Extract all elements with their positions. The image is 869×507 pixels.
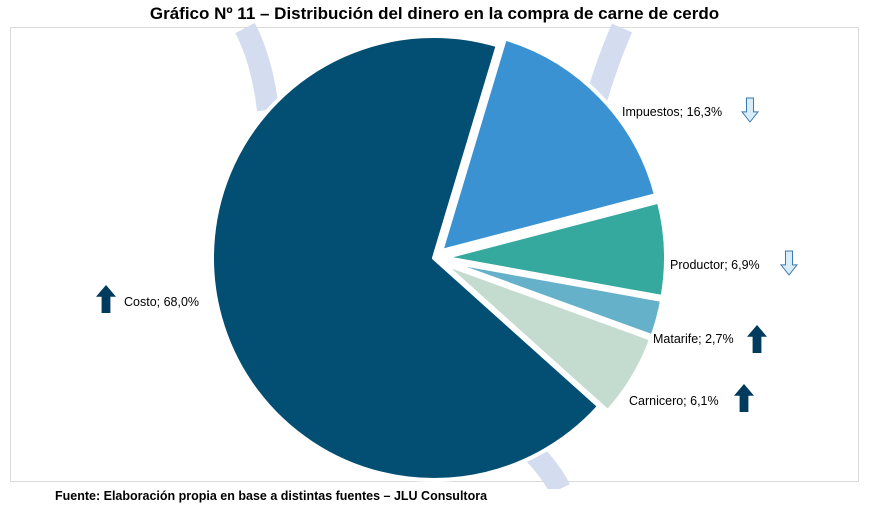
trend-down-arrow-icon [740,97,760,123]
trend-up-arrow-icon [96,285,116,313]
background-arc [585,23,633,104]
pie-labels: Impuestos; 16,3% Productor; 6,9% Matarife;… [124,105,760,408]
pie-label-costo: Costo; 68,0% [124,295,199,309]
chart-source: Fuente: Elaboración propia en base a dis… [55,489,488,503]
trend-up-arrow-icon [734,384,754,412]
pie-label-carnicero: Carnicero; 6,1% [629,394,719,408]
pie-slice-costo [210,34,602,482]
trend-down-arrow-icon [779,250,799,276]
chart-title: Gráfico Nº 11 – Distribución del dinero … [149,4,720,23]
pie-slice-carnicero [440,261,654,414]
pie-chart: Impuestos; 16,3% Productor; 6,9% Matarife;… [96,22,799,489]
background-arc [235,22,279,112]
pie-slice-productor [441,199,668,300]
pie-slice-impuestos [439,36,659,254]
pie-slices [210,34,668,482]
trend-arrows [96,97,799,412]
pie-label-matarife: Matarife; 2,7% [653,332,734,346]
trend-up-arrow-icon [747,325,767,353]
pie-label-productor: Productor; 6,9% [670,258,760,272]
pie-slice-matarife [441,258,665,339]
pie-label-impuestos: Impuestos; 16,3% [622,105,722,119]
